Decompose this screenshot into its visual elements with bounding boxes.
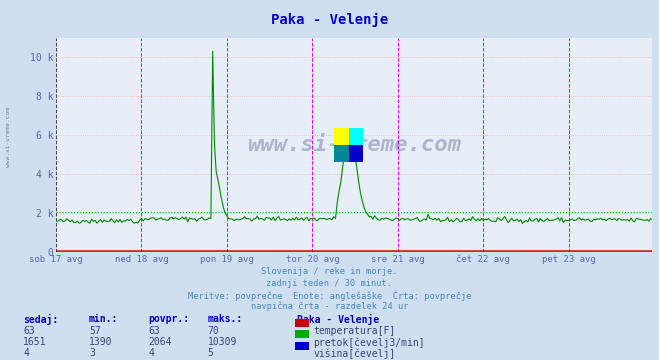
Bar bbox=[349, 128, 363, 145]
Text: višina[čevelj]: višina[čevelj] bbox=[313, 348, 395, 359]
Text: pretok[čevelj3/min]: pretok[čevelj3/min] bbox=[313, 337, 424, 348]
Text: 63: 63 bbox=[23, 326, 35, 336]
Text: 70: 70 bbox=[208, 326, 219, 336]
Text: Paka - Velenje: Paka - Velenje bbox=[297, 314, 379, 325]
Text: 3: 3 bbox=[89, 348, 95, 359]
Text: navpična črta - razdelek 24 ur: navpična črta - razdelek 24 ur bbox=[251, 302, 408, 311]
Text: 5: 5 bbox=[208, 348, 214, 359]
Text: zadnji teden / 30 minut.: zadnji teden / 30 minut. bbox=[266, 279, 393, 288]
Text: 1651: 1651 bbox=[23, 337, 47, 347]
Bar bbox=[334, 128, 349, 145]
Bar bbox=[349, 145, 363, 162]
Text: maks.:: maks.: bbox=[208, 314, 243, 324]
Text: 63: 63 bbox=[148, 326, 160, 336]
Text: 4: 4 bbox=[23, 348, 29, 359]
Text: povpr.:: povpr.: bbox=[148, 314, 189, 324]
Text: Meritve: povprečne  Enote: anglešaške  Črta: povprečje: Meritve: povprečne Enote: anglešaške Črt… bbox=[188, 291, 471, 301]
Text: 10309: 10309 bbox=[208, 337, 237, 347]
Text: sedaj:: sedaj: bbox=[23, 314, 58, 325]
Text: min.:: min.: bbox=[89, 314, 119, 324]
Text: www.si-vreme.com: www.si-vreme.com bbox=[247, 135, 461, 155]
Text: Slovenija / reke in morje.: Slovenija / reke in morje. bbox=[261, 267, 398, 276]
Text: Paka - Velenje: Paka - Velenje bbox=[271, 13, 388, 27]
Text: 1390: 1390 bbox=[89, 337, 113, 347]
Text: 57: 57 bbox=[89, 326, 101, 336]
Text: www.si-vreme.com: www.si-vreme.com bbox=[6, 107, 11, 167]
Text: temperatura[F]: temperatura[F] bbox=[313, 326, 395, 336]
Text: 2064: 2064 bbox=[148, 337, 172, 347]
Bar bbox=[334, 145, 349, 162]
Text: 4: 4 bbox=[148, 348, 154, 359]
